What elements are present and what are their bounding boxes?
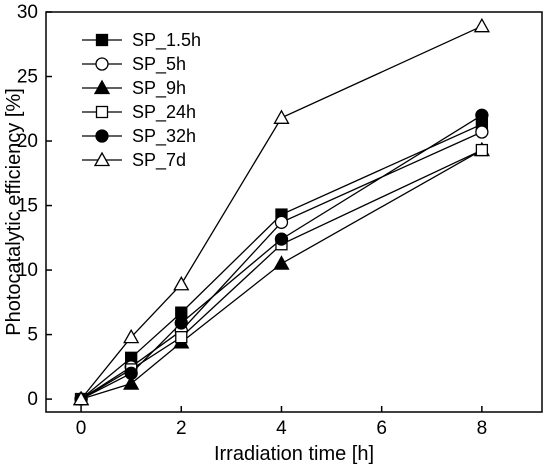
series-markers-5 [72,17,490,406]
y-tick-label: 25 [17,67,38,88]
x-tick-label: 8 [477,418,488,439]
legend-label: SP_5h [132,54,186,75]
y-tick-label: 20 [17,131,38,152]
data-point [173,275,190,291]
data-point [274,215,289,229]
legend-marker [95,105,109,119]
series-line [80,149,483,400]
data-point [123,328,140,344]
legend-label: SP_24h [132,102,196,123]
x-tick-label: 2 [176,418,187,439]
series-line [80,149,483,400]
data-point [475,125,489,139]
data-point [473,17,490,33]
data-point [175,331,188,344]
y-tick-label: 30 [17,2,38,23]
y-tick-label: 15 [17,196,38,217]
series-3 [80,149,483,400]
y-tick-label: 10 [17,260,38,281]
legend-item: SP_1.5h [82,30,201,51]
legend-item: SP_32h [82,126,196,147]
data-point [124,366,138,380]
series-2 [80,149,483,400]
data-point [273,109,290,124]
x-tick-label: 0 [76,418,87,439]
legend: SP_1.5h SP_5h SP_9h SP_24h SP_32h SP_7d [82,30,201,171]
legend-marker [95,57,109,71]
legend-item: SP_5h [82,54,186,75]
plot-frame [45,11,543,413]
x-tick-label: 4 [276,418,287,439]
legend-label: SP_1.5h [132,30,201,51]
y-axis-label: Photocatalytic efficiency [%] [3,88,25,336]
legend-marker [95,129,109,143]
y-tick-label: 5 [27,325,38,346]
data-point [174,316,188,330]
data-point [123,375,140,390]
legend-marker [93,151,111,167]
legend-marker [95,33,109,47]
legend-label: SP_7d [132,150,186,171]
legend-item: SP_9h [82,78,186,99]
data-point [475,143,489,157]
legend-label: SP_32h [132,126,196,147]
axis-ticks: 0 2 4 6 8 0 5 10 15 20 25 30 [17,2,487,439]
data-point [274,232,289,246]
data-point [475,108,489,122]
legend-label: SP_9h [132,78,186,99]
series-layer [72,17,490,406]
x-axis-label: Irradiation time [h] [214,443,374,465]
data-point [72,390,90,406]
legend-item: SP_24h [82,102,196,123]
x-tick-label: 6 [376,418,387,439]
y-tick-label: 0 [27,389,38,410]
legend-item: SP_7d [82,150,186,171]
legend-marker [93,79,111,95]
data-point [273,255,290,270]
